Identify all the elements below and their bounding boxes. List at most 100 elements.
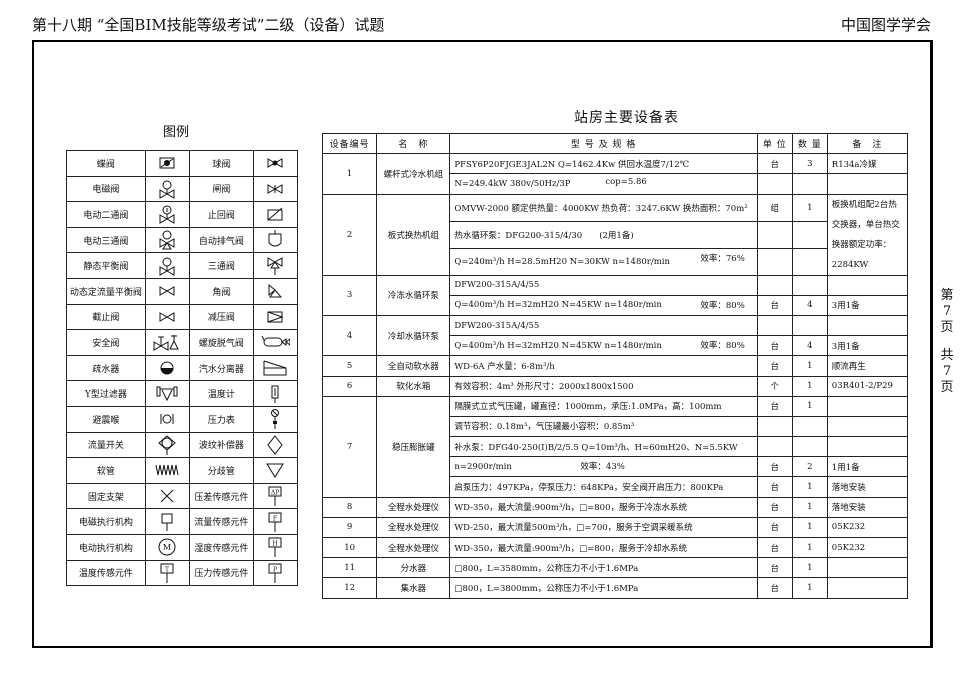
legend-row: 静态平衡阀 三通阀 [66, 252, 299, 279]
y-strainer-icon [156, 386, 178, 401]
item-note: 板换机组配2台热交换器，单台热交换器额定功率：2284KW [826, 193, 909, 276]
legend-symbol [252, 380, 299, 407]
table-row: 4 冷却水循环泵 DFW200-315A/4/55 [321, 314, 909, 357]
document-header-organization: 中国图学学会 [840, 16, 931, 34]
item-spec: 补水泵：DFG40-250(I)B/2/5.5 Q=10m³/h、H=60mH2… [449, 436, 758, 458]
page-total-char: 共 [940, 348, 954, 363]
legend-row: 电动执行机构 M 湿度传感元件 H [66, 533, 299, 561]
legend-label: 三通阀 [189, 252, 254, 279]
table-row: 热水循环泵：DFG200-315/4/30 (2用1备) [323, 220, 908, 249]
item-note: 3用1备 [826, 294, 909, 316]
spec-text: □800，L=3580mm，公称压力不小于1.6MPa [454, 563, 639, 574]
table-row: 5 全自动软水器 WD-6A 产水量：6-8m³/h 台 1 顺流再生 [321, 355, 909, 377]
item-number: 10 [321, 536, 378, 559]
item-unit: 台 [756, 536, 793, 559]
spec-text: 热水循环泵：DFG200-315/4/30 (2用1备) [454, 230, 634, 241]
legend-symbol [252, 252, 299, 279]
spec-text: 隔膜式立式气压罐，罐直径：1000mm，承压:1.0MPa，高：100mm [454, 402, 722, 413]
column-header: 型 号 及 规 格 [449, 132, 758, 155]
item-quantity: 3 [791, 153, 828, 175]
steam-trap-icon [160, 361, 174, 375]
globe-valve-icon [159, 311, 175, 322]
item-note [826, 557, 909, 579]
spec-text: PFSY6P20FJGE3JAL2N Q=1462.4Kw 供回水温度7/12℃ [454, 159, 690, 170]
item-spec: WD-6A 产水量：6-8m³/h [449, 355, 758, 377]
item-unit [756, 274, 793, 296]
item-quantity [791, 220, 828, 249]
legend-symbol [144, 405, 191, 433]
item-quantity: 1 [791, 395, 828, 417]
item-note [826, 274, 909, 296]
legend-symbol [252, 329, 299, 356]
spec-extra: 效率：76% [700, 253, 745, 264]
svg-text:H: H [273, 541, 278, 548]
item-spec: DFW200-315A/4/55 [449, 274, 758, 296]
solenoid-actuator-icon [161, 513, 173, 531]
item-name: 软化水箱 [376, 375, 451, 397]
legend-row: 温度传感元件 T 压力传感元件 P [66, 559, 299, 587]
legend-label: 固定支架 [66, 482, 146, 510]
item-spec: 隔膜式立式气压罐，罐直径：1000mm，承压:1.0MPa，高：100mm [449, 395, 758, 417]
item-spec: WD-250，最大流量500m³/h，□=700，服务于空调采暖系统 [449, 516, 758, 539]
legend-label: 减压阀 [189, 303, 254, 331]
spiral-deaerator-icon [261, 336, 291, 347]
legend-symbol: H [252, 533, 299, 561]
check-valve-icon [267, 208, 283, 221]
legend-symbol [144, 175, 191, 203]
legend-label: 闸阀 [189, 175, 254, 203]
equipment-table-title: 站房主要设备表 [574, 110, 679, 126]
item-quantity [791, 314, 828, 337]
legend-table: 蝶阀 球阀 电磁阀 闸阀 电动二通阀 止回阀 电动三通阀 自动排气阀 静态平衡阀 三通阀 动态定流量… [66, 150, 299, 587]
table-row: 9 全程水处理仪 WD-250，最大流量500m³/h，□=700，服务于空调采暖系… [321, 516, 909, 539]
spec-text: N=249.4kW 380v/50Hz/3P [454, 178, 571, 189]
svg-text:M: M [163, 543, 171, 552]
spec-text: Q=400m³/h H=32mH20 N=45KW n=1480r/min [454, 340, 662, 351]
item-unit: 台 [756, 294, 793, 316]
humidity-sensor-icon: H [268, 537, 282, 558]
item-spec: WD-350，最大流量:900m³/h，□=800，服务于冷冻水系统 [449, 496, 758, 518]
table-row: 10 全程水处理仪 WD-350，最大流量:900m³/h，□=800，服务于冷却水… [321, 536, 909, 559]
legend-row: 避震喉 压力表 [66, 405, 299, 433]
flow-sensor-icon: F [268, 512, 282, 532]
item-note: 03R401-2/P29 [826, 375, 909, 397]
item-quantity [791, 274, 828, 296]
legend-symbol [144, 354, 191, 382]
item-note [826, 173, 909, 195]
item-name: 全程水处理仪 [376, 496, 451, 518]
legend-label: 疏水器 [66, 354, 146, 382]
item-quantity [791, 247, 828, 276]
spec-text: □800，L=3800mm，公称压力不小于1.6MPa [454, 583, 639, 594]
legend-label: 软管 [66, 457, 146, 484]
legend-symbol [144, 457, 191, 484]
pressure-gauge-icon [271, 409, 280, 430]
legend-title: 图例 [163, 125, 190, 140]
item-quantity: 4 [791, 335, 828, 357]
dp-sensor-icon: ΔP [268, 486, 282, 507]
item-spec: Q=400m³/h H=32mH20 N=45KW n=1480r/min 效率：… [449, 294, 758, 316]
legend-symbol [144, 431, 191, 459]
legend-label: 温度计 [189, 380, 254, 407]
item-name: 全自动软水器 [376, 355, 451, 377]
item-quantity: 1 [791, 496, 828, 518]
spec-text: DFW200-315A/4/55 [454, 320, 540, 331]
item-unit: 台 [756, 456, 793, 478]
item-name: 稳压膨胀罐 [376, 395, 451, 498]
legend-symbol [252, 431, 299, 459]
legend-symbol: ΔP [252, 482, 299, 510]
legend-symbol [144, 150, 191, 177]
solenoid-valve-icon [159, 180, 175, 199]
item-name: 螺杆式冷水机组 [376, 153, 451, 195]
item-spec: □800，L=3800mm，公称压力不小于1.6MPa [449, 577, 758, 599]
item-quantity: 1 [791, 476, 828, 498]
legend-symbol [252, 354, 299, 382]
spec-text: WD-350，最大流量:900m³/h，□=800，服务于冷冻水系统 [454, 503, 687, 514]
item-unit: 台 [756, 496, 793, 518]
item-note: 落地安装 [826, 476, 909, 498]
spec-text: WD-350，最大流量:900m³/h，□=800，服务于冷却水系统 [454, 543, 687, 554]
item-quantity: 1 [791, 375, 828, 397]
item-spec: OMVW-2000 额定供热量：4000KW 热负荷：3247.6KW 换热面积… [449, 193, 758, 222]
svg-text:ΔP: ΔP [271, 490, 279, 497]
item-note: 05K232 [826, 536, 909, 559]
spec-text: WD-6A 产水量：6-8m³/h [454, 361, 555, 372]
legend-symbol: M [144, 533, 191, 561]
